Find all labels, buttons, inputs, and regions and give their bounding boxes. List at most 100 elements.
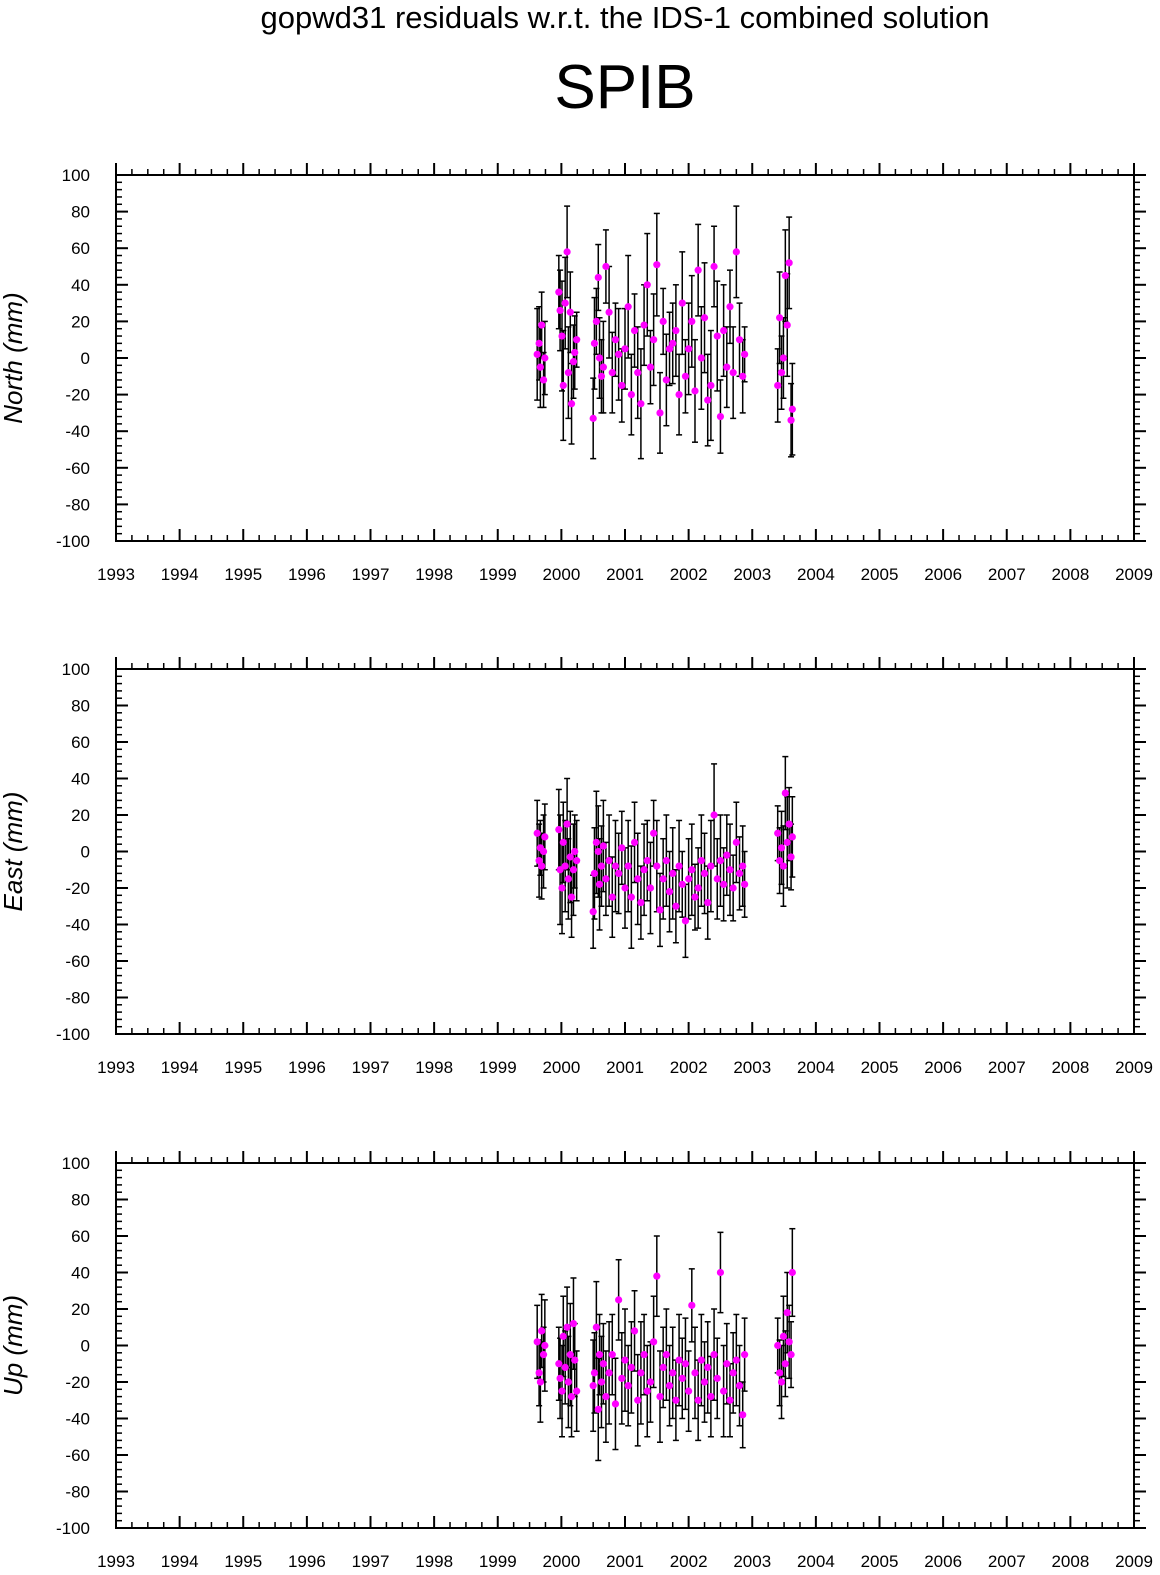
north-data-point [732, 248, 740, 256]
up-x-tick-label: 1997 [352, 1552, 390, 1571]
up-data-point [618, 1374, 626, 1382]
north-data-point [653, 261, 661, 269]
up-data-point [595, 1351, 604, 1359]
east-x-tick-label: 2006 [924, 1058, 962, 1077]
up-data-point [592, 1323, 600, 1331]
east-x-tick-label: 2007 [988, 1058, 1026, 1077]
north-y-tick-label: -100 [56, 532, 90, 551]
up-data-point [662, 1351, 670, 1359]
up-data-point [564, 1378, 572, 1386]
north-data-point [779, 354, 788, 362]
north-x-tick-label: 2008 [1051, 565, 1089, 584]
up-data-point [615, 1296, 623, 1304]
east-data-point [573, 857, 581, 865]
east-data-point [656, 906, 664, 914]
north-data-point [589, 414, 597, 422]
up-x-tick-label: 2004 [797, 1552, 835, 1571]
north-data-point [630, 326, 639, 335]
up-data-point [739, 1411, 747, 1419]
east-data-point [569, 866, 578, 874]
up-data-point [678, 1374, 686, 1382]
up-data-point [611, 1400, 620, 1408]
east-data-point [723, 851, 731, 859]
north-data-point [536, 363, 544, 371]
east-data-point [710, 811, 718, 819]
page-title: gopwd31 residuals w.r.t. the IDS-1 combi… [260, 0, 990, 35]
up-x-tick-label: 2005 [861, 1552, 899, 1571]
up-data-point [785, 1338, 793, 1346]
east-data-point [726, 866, 734, 874]
east-data-point [653, 862, 661, 870]
up-data-point [659, 1363, 667, 1371]
east-data-point [787, 853, 795, 861]
up-data-point [567, 1393, 576, 1401]
north-y-tick-label: -40 [65, 422, 90, 441]
north-data-point [627, 391, 635, 399]
east-data-point [571, 847, 579, 856]
east-y-tick-label: 60 [71, 733, 90, 752]
up-data-point [741, 1351, 749, 1359]
north-data-point [571, 348, 579, 357]
north-data-point [621, 345, 629, 353]
north-data-point [573, 336, 581, 344]
east-data-point [558, 884, 566, 892]
up-data-point [707, 1393, 715, 1401]
east-data-point [777, 844, 786, 852]
north-data-point [776, 314, 784, 322]
north-data-point [538, 321, 546, 329]
north-x-tick-label: 1995 [224, 565, 262, 584]
north-data-point [774, 381, 782, 390]
east-data-point [675, 862, 683, 870]
up-data-point [643, 1387, 651, 1395]
north-data-point [678, 299, 686, 307]
east-y-tick-label: -20 [65, 879, 90, 898]
north-data-point [615, 350, 623, 358]
north-data-point [659, 317, 667, 325]
up-data-point [634, 1396, 642, 1404]
east-data-point [589, 908, 597, 916]
east-x-tick-label: 1998 [415, 1058, 453, 1077]
up-data-point [558, 1387, 566, 1395]
east-data-point [650, 829, 658, 837]
east-x-tick-label: 1996 [288, 1058, 326, 1077]
north-data-point [640, 321, 648, 329]
east-data-point [669, 869, 677, 878]
east-data-point [700, 869, 709, 878]
up-data-point [779, 1332, 788, 1340]
up-y-tick-label: 100 [62, 1154, 90, 1173]
north-data-point [704, 396, 712, 404]
north-data-point [787, 416, 795, 424]
north-data-point [539, 376, 548, 384]
east-data-point [618, 844, 626, 852]
north-data-point [569, 358, 578, 366]
north-data-point [561, 299, 569, 307]
up-x-tick-label: 1995 [224, 1552, 262, 1571]
up-data-point [536, 1378, 544, 1386]
east-x-tick-label: 2009 [1115, 1058, 1153, 1077]
east-data-point [567, 893, 576, 901]
east-x-tick-label: 2003 [733, 1058, 771, 1077]
up-data-point [723, 1360, 731, 1368]
north-data-point [643, 281, 651, 289]
north-x-tick-label: 2009 [1115, 565, 1153, 584]
east-data-point [707, 862, 715, 870]
east-x-tick-label: 1994 [161, 1058, 199, 1077]
east-data-point [691, 893, 699, 901]
north-data-point [707, 381, 715, 390]
east-data-point [694, 884, 702, 892]
east-data-point [541, 833, 549, 841]
up-data-point [732, 1356, 740, 1364]
north-data-point [665, 345, 674, 353]
east-x-tick-label: 1999 [479, 1058, 517, 1077]
north-data-point [716, 412, 725, 421]
north-y-tick-label: -80 [65, 495, 90, 514]
east-data-point [608, 893, 616, 901]
up-data-point [713, 1374, 721, 1382]
up-data-point [624, 1382, 632, 1390]
north-y-tick-label: 80 [71, 203, 90, 222]
east-data-point [697, 857, 705, 865]
east-data-point [602, 875, 610, 883]
east-data-point [665, 888, 674, 896]
up-y-tick-label: 20 [71, 1300, 90, 1319]
